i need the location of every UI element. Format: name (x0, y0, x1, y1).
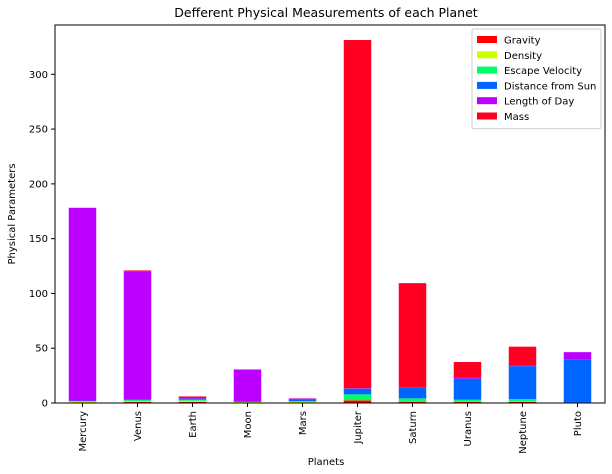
bar-segment-jupiter-gravity (343, 400, 372, 403)
bar-segment-saturn-mass (398, 283, 427, 388)
bar-segment-mars-density (288, 401, 317, 403)
bar-segment-earth-density (178, 400, 207, 402)
bar-segment-moon-length-of-day (233, 369, 262, 402)
x-axis: Mercury Venus Earth Moon Mars Jupiter Saturn Ur… (78, 403, 584, 454)
bar-segment-neptune-escape-velocity (508, 399, 537, 402)
bar-segment-mars-escape-velocity (288, 401, 317, 402)
x-axis-label: Planets (308, 457, 345, 468)
bar-segment-earth-distance-from-sun (178, 398, 207, 400)
bar-segment-earth-gravity (178, 401, 207, 403)
bar-segment-venus-density (123, 401, 152, 403)
chart-title: Defferent Physical Measurements of each … (174, 5, 478, 20)
x-tick-label: Mars (298, 411, 309, 435)
y-tick-label: 200 (29, 179, 48, 190)
legend-label: Mass (504, 112, 529, 123)
bar-segment-uranus-distance-from-sun (453, 378, 482, 400)
x-tick-label: Jupiter (353, 410, 364, 444)
legend-swatch (477, 66, 497, 74)
bar-segment-uranus-escape-velocity (453, 399, 482, 402)
bar-segment-saturn-distance-from-sun (398, 387, 427, 399)
legend-label: Gravity (504, 36, 541, 47)
bars-group (68, 40, 592, 403)
legend: Gravity Density Escape Velocity Distance fr… (471, 28, 602, 130)
bar-segment-mercury-density (68, 401, 97, 403)
bar-segment-earth-mass (178, 396, 207, 398)
bar-segment-uranus-mass (453, 362, 482, 378)
bar-segment-neptune-length-of-day (508, 365, 537, 367)
legend-swatch (477, 112, 497, 120)
bar-segment-venus-length-of-day (123, 271, 152, 400)
bar-segment-moon-density (233, 402, 262, 403)
legend-swatch (477, 81, 497, 89)
x-tick-label: Earth (188, 411, 199, 438)
y-tick-label: 150 (29, 234, 48, 245)
bar-segment-venus-mass (123, 270, 152, 272)
legend-swatch (477, 36, 497, 43)
bar-segment-pluto-length-of-day (563, 352, 592, 360)
bar-segment-jupiter-distance-from-sun (343, 388, 372, 395)
legend-label: Escape Velocity (504, 66, 582, 77)
y-tick-label: 0 (42, 399, 48, 410)
bar-segment-neptune-distance-from-sun (508, 366, 537, 400)
y-tick-label: 300 (29, 70, 48, 81)
legend-label: Length of Day (504, 97, 574, 108)
legend-label: Density (504, 51, 542, 62)
bar-segment-saturn-escape-velocity (398, 398, 427, 402)
bar-segment-neptune-mass (508, 346, 537, 366)
bar-segment-jupiter-mass (343, 40, 372, 389)
x-tick-label: Pluto (573, 411, 584, 436)
x-tick-label: Venus (133, 411, 144, 441)
x-tick-label: Neptune (518, 411, 529, 454)
bar-segment-neptune-gravity (508, 401, 537, 403)
plot-frame (54, 24, 606, 404)
legend-box (471, 28, 602, 130)
x-tick-label: Uranus (463, 411, 474, 446)
x-tick-label: Mercury (78, 411, 89, 452)
legend-label: Distance from Sun (504, 81, 596, 92)
legend-swatch (477, 97, 497, 105)
bar-segment-mercury-length-of-day (68, 207, 97, 401)
legend-swatch (477, 51, 497, 59)
bar-segment-uranus-length-of-day (453, 377, 482, 379)
y-tick-label: 100 (29, 289, 48, 300)
bar-segment-mars-length-of-day (288, 398, 317, 400)
y-axis: 0 50 100 150 200 250 300 (29, 70, 55, 410)
x-tick-label: Saturn (408, 411, 419, 444)
bar-segment-earth-length-of-day (178, 397, 207, 399)
y-axis-label: Physical Parameters (7, 163, 18, 264)
bar-segment-mars-distance-from-sun (288, 399, 317, 402)
bar-segment-venus-distance-from-sun (123, 399, 152, 401)
y-tick-label: 250 (29, 125, 48, 136)
bar-segment-venus-escape-velocity (123, 400, 152, 402)
y-tick-label: 50 (35, 344, 48, 355)
bar-segment-pluto-distance-from-sun (563, 359, 592, 403)
x-tick-label: Moon (243, 411, 254, 438)
bar-segment-jupiter-escape-velocity (343, 394, 372, 401)
bar-segment-earth-escape-velocity (178, 399, 207, 401)
